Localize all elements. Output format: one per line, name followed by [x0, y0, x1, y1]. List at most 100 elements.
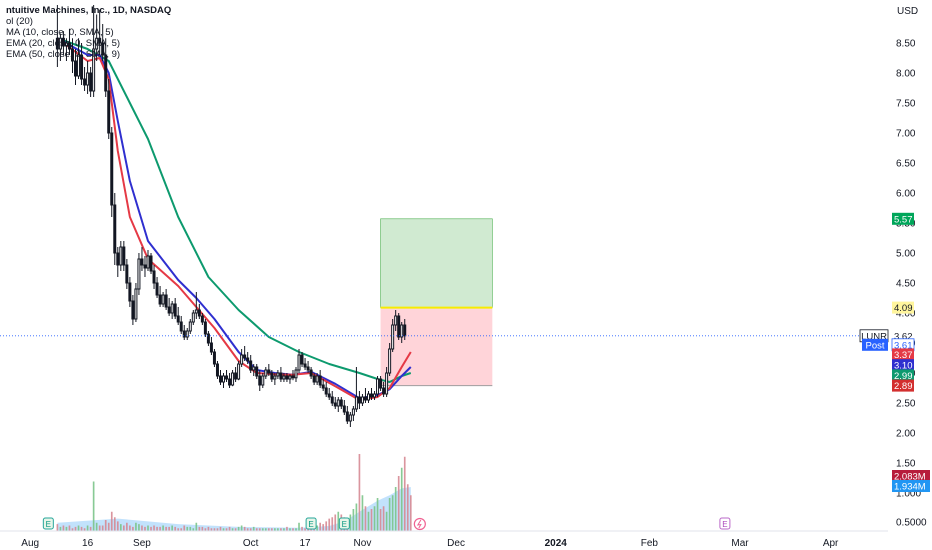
- candle-body: [110, 132, 114, 206]
- candle-body: [258, 375, 262, 386]
- candle: [315, 373, 319, 385]
- candle-body: [336, 399, 340, 407]
- candle: [158, 286, 162, 307]
- candle-body: [288, 375, 292, 380]
- volume-bar: [219, 526, 222, 531]
- candle: [140, 247, 144, 271]
- candle: [234, 367, 238, 382]
- candle-body: [200, 315, 204, 323]
- earnings-letter: E: [308, 520, 313, 529]
- last-price-badge-symbol: LUNR: [861, 331, 887, 342]
- candle-body: [122, 246, 126, 266]
- candle-body: [376, 378, 380, 395]
- candle: [249, 355, 253, 373]
- volume-bar: [89, 526, 92, 531]
- candle-body: [95, 37, 99, 50]
- candle: [288, 374, 292, 384]
- candle: [318, 370, 322, 388]
- volume-bar: [110, 511, 113, 531]
- candle-body: [397, 315, 401, 338]
- x-tick-label: Feb: [641, 538, 659, 549]
- candle-body: [270, 372, 274, 380]
- x-tick-label: 2024: [545, 538, 568, 549]
- candle: [134, 283, 138, 322]
- candle-body: [125, 264, 129, 284]
- volume-bar: [107, 522, 110, 531]
- candle-body: [228, 378, 232, 386]
- candle: [194, 292, 198, 319]
- y-tick-label: 6.00: [896, 189, 916, 200]
- candle-body: [137, 258, 141, 290]
- candle: [70, 38, 74, 73]
- volume-bar: [373, 506, 376, 531]
- volume-bar: [295, 528, 297, 531]
- volume-bar: [144, 526, 146, 531]
- post-label-box: [862, 338, 888, 351]
- candle: [391, 319, 395, 352]
- candle: [128, 277, 132, 307]
- candle-body: [240, 354, 244, 365]
- candle: [203, 319, 207, 337]
- candle: [273, 373, 277, 385]
- candle: [149, 253, 153, 274]
- alert-icon: [413, 517, 426, 531]
- volume-bar: [382, 506, 385, 531]
- volume-bar: [289, 528, 291, 531]
- candle: [146, 250, 150, 271]
- post-label: Post: [865, 340, 884, 351]
- candle-body: [321, 384, 325, 389]
- x-tick-label: Apr: [823, 538, 839, 549]
- candle-body: [303, 363, 307, 368]
- volume-bar: [322, 524, 325, 531]
- candle: [306, 361, 310, 373]
- candle-body: [203, 321, 207, 335]
- candle: [261, 373, 265, 388]
- volume-bar: [113, 517, 116, 531]
- volume-value-text: 2.083M: [894, 472, 926, 483]
- candle-body: [113, 204, 117, 254]
- candle-body: [128, 282, 132, 302]
- target-badge-box: [892, 212, 914, 225]
- candle-body: [116, 252, 120, 266]
- candle: [373, 391, 377, 400]
- candle-body: [194, 309, 198, 314]
- volume-bar: [74, 526, 77, 531]
- volume-bar: [156, 526, 158, 531]
- candle: [351, 406, 355, 421]
- candle-body: [146, 255, 150, 269]
- candle: [270, 370, 274, 382]
- candle: [376, 376, 380, 397]
- candle: [363, 388, 367, 403]
- y-tick-label: 5.00: [896, 249, 916, 260]
- candle: [339, 397, 343, 409]
- candle-body: [74, 60, 78, 77]
- candle: [300, 352, 304, 367]
- candle: [185, 328, 189, 340]
- candle: [243, 346, 247, 361]
- candle-body: [324, 387, 328, 395]
- candle: [321, 379, 325, 391]
- earnings-letter: E: [46, 520, 51, 529]
- volume-bar: [358, 454, 361, 531]
- candle: [282, 373, 286, 382]
- candle-body: [155, 282, 159, 296]
- candle: [357, 391, 361, 409]
- volume-bar: [304, 528, 306, 531]
- volume-bar: [92, 481, 95, 531]
- earnings-box: [338, 517, 350, 530]
- volume-bar: [65, 526, 68, 531]
- candle: [104, 38, 108, 97]
- candle: [215, 361, 219, 379]
- volume-bar: [409, 495, 412, 531]
- candle: [370, 388, 374, 400]
- volume-bar: [180, 528, 183, 531]
- volume-bar: [361, 495, 364, 531]
- sma10-badge-box: [892, 359, 914, 372]
- volume-bar: [165, 526, 167, 531]
- volume-bar: [385, 511, 388, 531]
- candle-body: [276, 372, 280, 377]
- candle-body: [58, 37, 62, 50]
- y-tick-label: 4.00: [896, 309, 916, 320]
- candle-body: [297, 354, 301, 371]
